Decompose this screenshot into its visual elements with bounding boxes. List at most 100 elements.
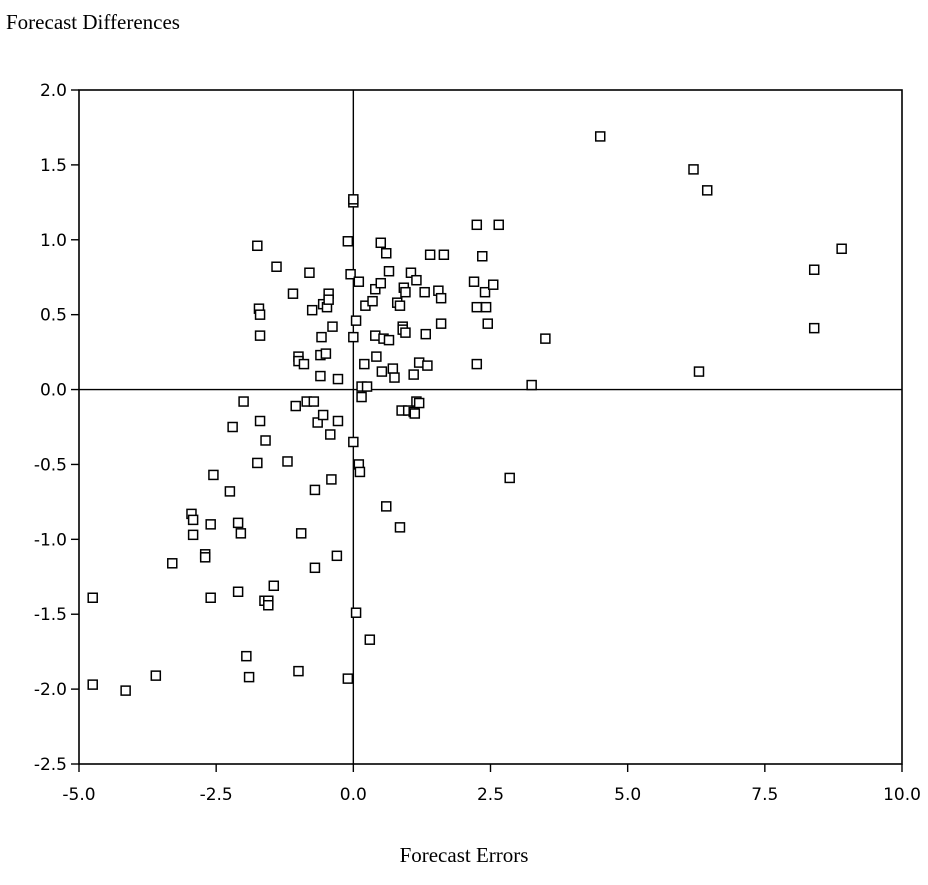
y-tick-label: 1.0 xyxy=(40,231,67,251)
data-point xyxy=(350,315,362,326)
data-point xyxy=(471,358,483,370)
data-point xyxy=(387,363,399,374)
y-tick-label: -2.0 xyxy=(34,680,67,700)
y-tick-label: 0.0 xyxy=(40,381,67,401)
x-tick-label: 0.0 xyxy=(340,785,367,805)
data-point xyxy=(87,592,98,603)
data-point xyxy=(208,469,219,481)
x-axis-title: Forecast Errors xyxy=(399,843,529,867)
data-point xyxy=(808,264,820,275)
axis-ticks: -5.0 -2.5 0.0 2.5 5.0 7.5 10.0 2.0 1.5 1.0 0.5 0.0 -… xyxy=(34,81,921,805)
data-point xyxy=(468,276,480,287)
data-point xyxy=(487,279,499,290)
data-point xyxy=(315,370,326,382)
data-point xyxy=(477,251,488,262)
data-point xyxy=(836,243,847,255)
data-point xyxy=(701,185,713,196)
y-axis-title: Forecast Differences xyxy=(6,10,180,34)
data-point xyxy=(232,586,244,598)
data-point xyxy=(263,599,274,611)
data-point xyxy=(408,369,419,380)
data-point xyxy=(260,435,271,446)
data-point xyxy=(375,237,387,249)
data-point xyxy=(482,318,494,329)
data-point xyxy=(312,417,323,428)
data-point xyxy=(120,685,131,696)
x-tick-label: -5.0 xyxy=(62,785,95,805)
data-point xyxy=(252,240,263,252)
data-point xyxy=(688,164,699,175)
data-point xyxy=(306,304,318,316)
x-tick-label: 7.5 xyxy=(751,785,778,805)
data-point xyxy=(594,131,606,142)
plot-frame xyxy=(78,89,903,765)
data-point xyxy=(424,249,436,261)
data-point xyxy=(308,396,320,407)
data-point xyxy=(232,517,244,529)
data-point xyxy=(295,528,307,539)
data-point xyxy=(361,381,373,392)
data-point xyxy=(323,294,334,305)
data-point xyxy=(331,550,343,562)
data-point xyxy=(504,472,515,484)
data-point xyxy=(376,366,388,377)
data-point xyxy=(187,514,199,526)
data-point xyxy=(348,331,359,343)
data-point xyxy=(287,288,299,299)
data-point xyxy=(332,373,344,385)
data-point xyxy=(254,330,266,341)
data-point xyxy=(187,529,199,541)
data-point xyxy=(243,671,255,683)
data-point xyxy=(526,379,537,391)
plot-border xyxy=(78,89,903,765)
data-point xyxy=(304,267,315,278)
data-point xyxy=(342,673,354,684)
data-point xyxy=(367,295,378,307)
data-point xyxy=(150,670,162,681)
y-tick-label: -2.5 xyxy=(34,755,67,775)
data-point xyxy=(381,501,392,512)
data-point xyxy=(400,327,411,338)
data-point xyxy=(342,236,354,247)
data-point xyxy=(205,592,216,603)
data-point xyxy=(394,522,406,533)
data-point xyxy=(309,484,321,496)
data-point xyxy=(422,360,433,371)
data-point xyxy=(199,552,211,563)
y-tick-label: -1.0 xyxy=(34,530,67,550)
data-point xyxy=(309,562,321,574)
data-point xyxy=(371,351,382,362)
data-point xyxy=(405,267,417,278)
data-point xyxy=(438,249,450,261)
y-tick-label: 0.5 xyxy=(40,306,67,326)
y-tick-label: 2.0 xyxy=(40,81,67,101)
data-point xyxy=(238,396,249,407)
data-point xyxy=(693,366,705,377)
data-point xyxy=(241,650,252,662)
data-point xyxy=(364,634,376,645)
data-point xyxy=(325,429,336,440)
data-point xyxy=(354,466,366,478)
data-point xyxy=(350,607,362,618)
data-point xyxy=(271,261,282,272)
data-point xyxy=(348,436,359,448)
data-point xyxy=(345,268,356,280)
data-point xyxy=(224,486,236,497)
data-point xyxy=(227,421,238,433)
data-point xyxy=(493,219,504,231)
data-point xyxy=(540,333,551,344)
data-point xyxy=(268,580,280,592)
data-point xyxy=(254,309,266,320)
data-point xyxy=(167,558,178,569)
x-tick-label: 5.0 xyxy=(614,785,641,805)
data-point xyxy=(420,328,432,340)
data-points xyxy=(87,131,847,696)
data-point xyxy=(290,400,301,412)
data-point xyxy=(327,321,338,332)
data-point xyxy=(316,331,327,343)
data-point xyxy=(353,276,365,287)
data-point xyxy=(317,409,329,421)
data-point xyxy=(400,286,411,298)
data-point xyxy=(435,318,447,329)
